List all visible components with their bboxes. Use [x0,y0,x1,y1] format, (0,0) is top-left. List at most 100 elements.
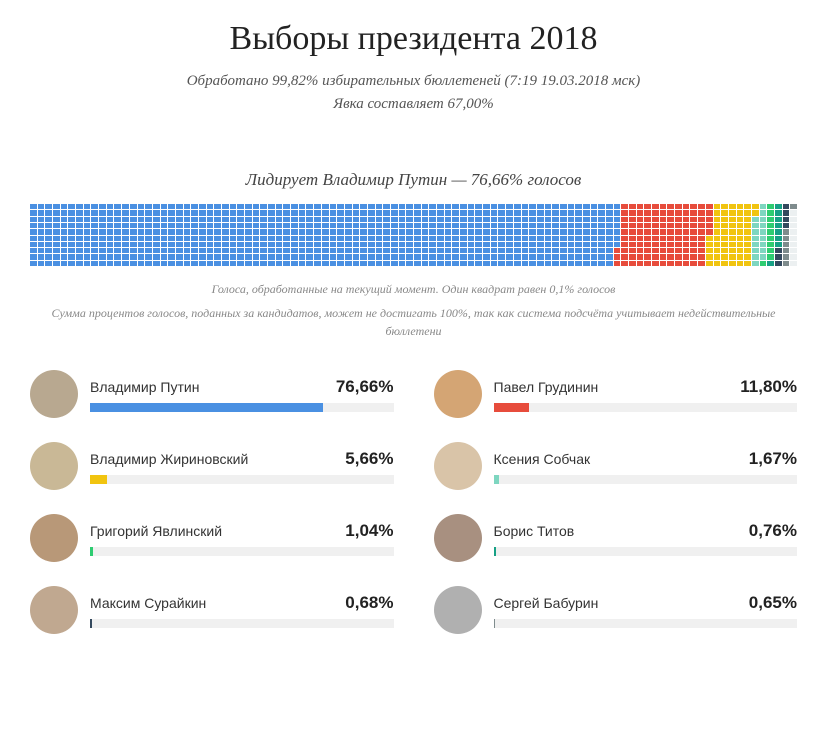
waffle-square [122,210,129,215]
waffle-square [91,261,98,266]
waffle-square [445,248,452,253]
waffle-square [621,223,628,228]
waffle-square [629,254,636,259]
waffle-square [514,236,521,241]
waffle-square [306,223,313,228]
waffle-square [376,236,383,241]
waffle-square [445,217,452,222]
candidate-row: Максим Сурайкин0,68% [30,586,394,634]
candidate-body: Сергей Бабурин0,65% [494,593,798,628]
waffle-square [237,223,244,228]
waffle-square [84,254,91,259]
waffle-square [199,236,206,241]
waffle-square [491,217,498,222]
waffle-square [660,248,667,253]
waffle-square [644,254,651,259]
waffle-square [614,242,621,247]
waffle-square [145,229,152,234]
waffle-square [368,204,375,209]
waffle-square [406,254,413,259]
waffle-square [138,217,145,222]
waffle-square [568,254,575,259]
waffle-square [314,229,321,234]
waffle-square [107,248,114,253]
waffle-square [268,236,275,241]
waffle-square [337,236,344,241]
waffle-square [706,210,713,215]
waffle-square [429,223,436,228]
waffle-square [168,248,175,253]
waffle-square [330,261,337,266]
waffle-square [230,217,237,222]
waffle-square [606,217,613,222]
waffle-square [452,229,459,234]
waffle-square [591,242,598,247]
waffle-square [690,223,697,228]
waffle-square [637,242,644,247]
waffle-square [522,242,529,247]
waffle-square [168,254,175,259]
waffle-square [644,229,651,234]
waffle-square [583,254,590,259]
waffle-square [752,242,759,247]
waffle-square [230,242,237,247]
turnout-line: Явка составляет 67,00% [30,93,797,116]
waffle-square [383,261,390,266]
candidate-body: Павел Грудинин11,80% [494,377,798,412]
waffle-square [675,204,682,209]
waffle-square [406,236,413,241]
waffle-square [291,223,298,228]
waffle-square [606,242,613,247]
waffle-square [99,229,106,234]
waffle-square [775,204,782,209]
waffle-square [391,210,398,215]
waffle-square [568,229,575,234]
waffle-square [353,261,360,266]
waffle-square [168,204,175,209]
waffle-square [452,217,459,222]
waffle-square [491,223,498,228]
candidate-row: Владимир Путин76,66% [30,370,394,418]
waffle-square [568,236,575,241]
candidate-top-row: Павел Грудинин11,80% [494,377,798,397]
waffle-square [222,204,229,209]
waffle-square [176,229,183,234]
waffle-square [498,242,505,247]
waffle-square [337,210,344,215]
waffle-square [737,248,744,253]
waffle-square [383,248,390,253]
waffle-square [468,242,475,247]
waffle-square [214,223,221,228]
waffle-square [744,236,751,241]
candidate-body: Владимир Жириновский5,66% [90,449,394,484]
waffle-square [721,229,728,234]
waffle-square [237,261,244,266]
waffle-square [53,217,60,222]
waffle-square [737,236,744,241]
waffle-square [345,254,352,259]
waffle-square [721,223,728,228]
waffle-square [637,217,644,222]
waffle-square [598,248,605,253]
waffle-square [552,210,559,215]
waffle-square [368,229,375,234]
waffle-square [276,236,283,241]
waffle-square [322,217,329,222]
waffle-square [737,204,744,209]
waffle-square [560,204,567,209]
waffle-square [207,236,214,241]
waffle-square [145,242,152,247]
waffle-square [744,217,751,222]
waffle-square [652,242,659,247]
waffle-square [91,242,98,247]
waffle-square [737,223,744,228]
waffle-square [537,254,544,259]
waffle-square [276,248,283,253]
waffle-square [675,254,682,259]
waffle-square [207,254,214,259]
waffle-square [314,242,321,247]
waffle-square [276,261,283,266]
waffle-square [245,229,252,234]
waffle-square [184,217,191,222]
waffle-square [591,248,598,253]
